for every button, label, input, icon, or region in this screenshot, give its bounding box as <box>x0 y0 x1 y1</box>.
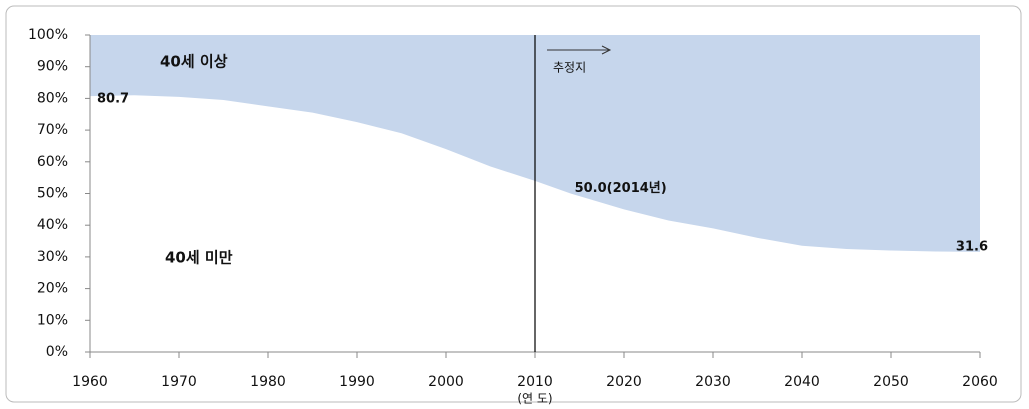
x-tick-label: 1960 <box>72 374 108 390</box>
projection-arrow <box>547 45 612 55</box>
y-tick-label: 90% <box>37 59 68 75</box>
x-axis-label: (연 도) <box>517 392 552 406</box>
y-tick-label: 10% <box>37 312 68 328</box>
series-label: 40세 이상 <box>160 53 228 71</box>
y-tick-label: 20% <box>37 281 68 297</box>
y-tick-label: 80% <box>37 90 68 106</box>
x-tick-label: 1980 <box>250 374 286 390</box>
x-tick-label: 2050 <box>873 374 909 390</box>
y-tick-label: 30% <box>37 249 68 265</box>
y-tick-label: 60% <box>37 154 68 170</box>
data-label: 80.7 <box>97 92 129 107</box>
projection-label: 추정지 <box>553 61 586 75</box>
x-tick-label: 1990 <box>339 374 375 390</box>
series-label: 40세 미만 <box>165 249 233 267</box>
x-tick-label: 2030 <box>695 374 731 390</box>
x-tick-label: 2060 <box>962 374 998 390</box>
data-label: 31.6 <box>956 239 988 254</box>
x-tick-label: 2010 <box>517 374 553 390</box>
y-tick-label: 50% <box>37 186 68 202</box>
x-tick-label: 1970 <box>161 374 197 390</box>
x-tick-label: 2040 <box>784 374 820 390</box>
y-tick-label: 40% <box>37 217 68 233</box>
y-tick-label: 100% <box>28 27 68 43</box>
x-tick-label: 2020 <box>606 374 642 390</box>
y-tick-label: 0% <box>46 344 68 360</box>
x-tick-label: 2000 <box>428 374 464 390</box>
y-tick-label: 70% <box>37 122 68 138</box>
data-label: 50.0(2014년) <box>575 181 667 196</box>
